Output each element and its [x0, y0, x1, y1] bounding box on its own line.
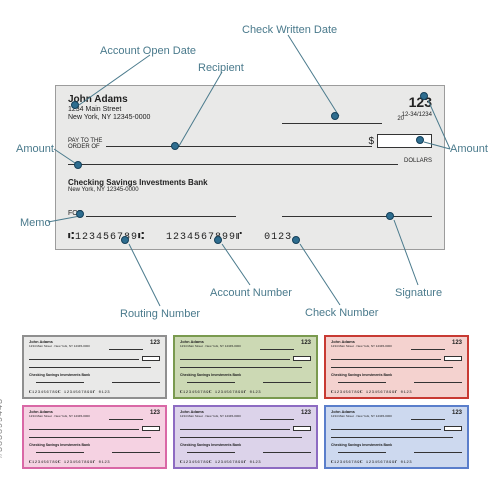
holder-block: John Adams 1234 Main Street New York, NY…	[68, 94, 150, 122]
bank-name: Checking Savings Investments Bank	[68, 178, 208, 187]
marker-dot-signature	[386, 212, 394, 220]
check-main: John Adams 1234 Main Street New York, NY…	[55, 85, 445, 250]
amount-words-line	[68, 164, 398, 165]
watermark: #383899443	[0, 398, 4, 458]
micr-check: 0123	[264, 232, 292, 243]
callout-account-number: Account Number	[210, 287, 292, 299]
currency-symbol: $	[368, 136, 374, 147]
callout-signature: Signature	[395, 287, 442, 299]
check-variant-gray: John Adams1234 Main Street · New York, N…	[22, 335, 167, 399]
callout-memo: Memo	[20, 217, 51, 229]
bank-block: Checking Savings Investments Bank New Yo…	[68, 178, 208, 194]
payto-line	[106, 146, 372, 147]
signature-line	[282, 216, 432, 217]
check-variant-pink: John Adams1234 Main Street · New York, N…	[22, 405, 167, 469]
check-diagram: Account Open Date Check Written Date Rec…	[0, 0, 500, 330]
callout-amount-number: Amount	[450, 143, 488, 155]
marker-dot-account-open-date	[71, 101, 79, 109]
marker-dot-memo	[76, 210, 84, 218]
holder-addr1: 1234 Main Street	[68, 106, 150, 114]
check-variant-red: John Adams1234 Main Street · New York, N…	[324, 335, 469, 399]
callout-check-number: Check Number	[305, 307, 378, 319]
marker-dot-check-no-micr	[292, 236, 300, 244]
bank-addr: New York, NY 12345-0000	[68, 187, 208, 194]
micr-account: 1234567899⑈	[166, 232, 243, 243]
marker-dot-routing	[121, 236, 129, 244]
check-variant-green: John Adams1234 Main Street · New York, N…	[173, 335, 318, 399]
payto-label: PAY TO THEORDER OF	[68, 138, 102, 150]
marker-dot-amount-words	[74, 161, 82, 169]
memo-line	[86, 216, 236, 217]
check-variants-grid: John Adams1234 Main Street · New York, N…	[22, 335, 469, 469]
callout-routing: Routing Number	[120, 308, 200, 320]
callout-check-date: Check Written Date	[242, 24, 337, 36]
micr-routing: ⑆123456789⑆	[68, 232, 145, 243]
marker-dot-check-no-top	[420, 92, 428, 100]
holder-name: John Adams	[68, 94, 150, 106]
callout-account-open-date: Account Open Date	[100, 45, 196, 57]
marker-dot-recipient	[171, 142, 179, 150]
marker-dot-account-no	[214, 236, 222, 244]
check-variant-purple: John Adams1234 Main Street · New York, N…	[173, 405, 318, 469]
marker-dot-check-date	[331, 112, 339, 120]
callout-recipient: Recipient	[198, 62, 244, 74]
holder-addr2: New York, NY 12345-0000	[68, 114, 150, 122]
callout-amount-words: Amount	[16, 143, 54, 155]
micr-line: ⑆123456789⑆ 1234567899⑈ 0123	[68, 231, 306, 243]
marker-dot-amount-number	[416, 136, 424, 144]
routing-fraction: 12-34/1234	[402, 112, 432, 118]
dollars-label: DOLLARS	[404, 158, 432, 164]
check-variant-blue: John Adams1234 Main Street · New York, N…	[324, 405, 469, 469]
date-century-label: 20	[397, 116, 404, 122]
